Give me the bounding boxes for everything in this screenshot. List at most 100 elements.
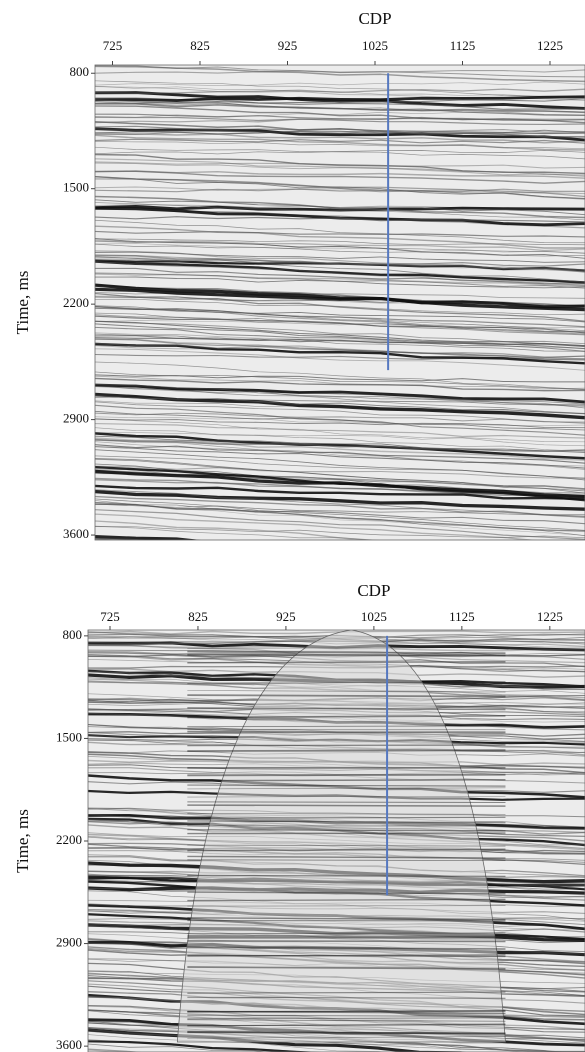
x-tick-label: 1125	[450, 38, 476, 53]
reflector	[95, 176, 585, 200]
reflector	[95, 267, 585, 285]
migrated-reflector	[187, 1014, 506, 1017]
reflector	[95, 435, 585, 453]
reflector	[95, 170, 585, 184]
reflector	[95, 276, 585, 289]
reflector	[88, 1031, 569, 1052]
x-tick-label: 1125	[449, 609, 475, 624]
reflector	[95, 116, 585, 125]
y-tick-label: 3600	[56, 1037, 82, 1052]
reflector	[95, 105, 585, 124]
reflector	[95, 287, 585, 309]
y-tick-label: 1500	[63, 180, 89, 195]
y-tick-label: 3600	[63, 526, 89, 541]
migrated-reflector	[187, 1030, 506, 1035]
y-tick-label: 800	[63, 627, 83, 642]
y-tick-label: 2900	[63, 411, 89, 426]
migrated-reflector	[187, 832, 506, 835]
reflector	[95, 188, 585, 193]
reflector	[95, 333, 585, 352]
reflector	[95, 377, 585, 392]
migrated-reflector	[187, 773, 506, 777]
migrated-reflector	[187, 813, 506, 815]
reflector	[95, 195, 585, 219]
y-tick-label: 1500	[56, 729, 82, 744]
reflector	[95, 305, 585, 332]
reflector	[95, 65, 585, 83]
reflector	[95, 538, 118, 540]
migrated-reflector	[187, 996, 506, 999]
migrated-reflector	[187, 725, 506, 728]
reflector	[95, 439, 585, 452]
migrated-reflector	[187, 784, 506, 787]
reflector	[95, 127, 585, 142]
reflector	[95, 458, 585, 492]
reflector	[95, 534, 202, 540]
reflector	[95, 216, 585, 223]
reflector	[95, 225, 585, 249]
reflector	[95, 85, 585, 100]
reflector	[95, 202, 585, 221]
reflector	[95, 441, 585, 467]
reflector	[95, 342, 585, 365]
reflector	[95, 241, 585, 254]
y-axis-title: Time, ms	[13, 271, 32, 335]
reflector	[95, 326, 585, 352]
migrated-reflector	[187, 744, 506, 747]
reflector	[95, 375, 585, 390]
migrated-reflector	[187, 650, 506, 655]
migrated-reflector	[187, 707, 506, 711]
reflector	[88, 1043, 271, 1052]
reflector	[95, 251, 585, 263]
reflector	[95, 88, 585, 95]
seismic-texture	[95, 65, 585, 540]
migrated-reflector	[187, 804, 506, 807]
reflector	[95, 306, 585, 328]
reflector	[95, 292, 585, 322]
reflector	[95, 138, 585, 144]
reflector	[95, 125, 585, 135]
reflector	[95, 342, 585, 358]
reflector	[95, 418, 585, 429]
x-tick-label: 825	[190, 38, 210, 53]
reflector	[95, 538, 156, 540]
y-tick-label: 800	[70, 64, 90, 79]
migrated-reflector	[187, 991, 506, 994]
reflector	[95, 495, 585, 518]
reflector	[95, 132, 585, 144]
reflector	[95, 427, 585, 452]
migrated-reflector	[187, 660, 506, 664]
reflector	[95, 348, 585, 371]
x-tick-label: 1225	[537, 38, 563, 53]
x-tick-label: 1025	[362, 38, 388, 53]
reflector	[95, 205, 585, 212]
reflector	[95, 239, 585, 252]
reflector	[95, 392, 585, 420]
reflector	[95, 243, 585, 254]
reflector	[88, 1034, 388, 1052]
migrated-reflector	[187, 690, 506, 693]
reflector	[95, 449, 585, 481]
reflector	[95, 337, 585, 347]
reflector	[95, 307, 585, 323]
y-axis-title: Time, ms	[13, 809, 32, 873]
reflector	[95, 418, 585, 447]
reflector	[95, 500, 585, 537]
reflector	[95, 199, 585, 216]
reflector	[95, 113, 585, 122]
migrated-reflector	[187, 935, 506, 938]
reflector	[95, 338, 585, 360]
migrated-reflector	[187, 844, 506, 847]
migrated-reflector	[187, 848, 506, 852]
migrated-reflector	[187, 859, 506, 862]
reflector	[95, 526, 585, 539]
y-tick-label: 2900	[56, 935, 82, 950]
reflector	[95, 345, 585, 359]
reflector	[88, 630, 585, 635]
migrated-reflector	[187, 874, 506, 877]
migrated-reflector	[187, 796, 506, 798]
reflector	[95, 385, 585, 407]
reflector	[95, 525, 380, 540]
x-tick-label: 1225	[537, 609, 563, 624]
